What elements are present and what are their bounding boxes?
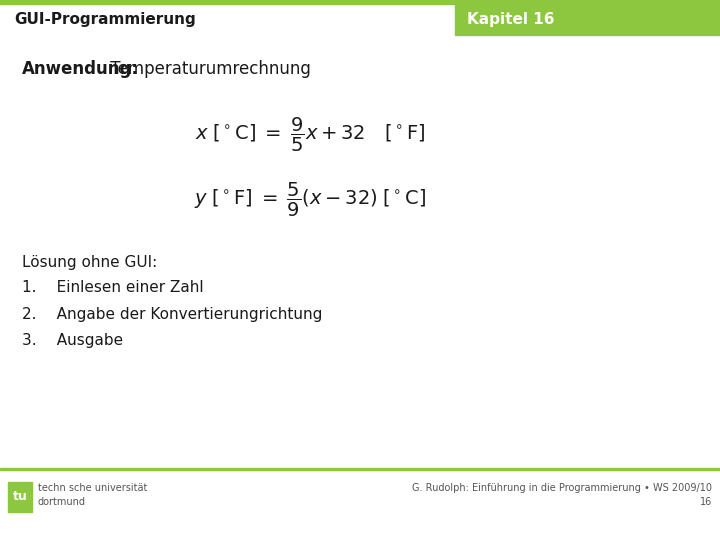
Text: techn sche universität: techn sche universität <box>38 483 148 493</box>
Text: Temperaturumrechnung: Temperaturumrechnung <box>105 60 311 78</box>
Bar <box>8 482 32 512</box>
Text: 3.  Ausgabe: 3. Ausgabe <box>22 333 123 348</box>
Text: GUI-Programmierung: GUI-Programmierung <box>14 12 196 27</box>
Text: G. Rudolph: Einführung in die Programmierung • WS 2009/10: G. Rudolph: Einführung in die Programmie… <box>412 483 712 493</box>
Text: 2.  Angabe der Konvertierungrichtung: 2. Angabe der Konvertierungrichtung <box>22 307 323 321</box>
Bar <box>0 0 720 4</box>
Text: $y\;[{^\circ}\mathrm{F}]\;=\;\dfrac{5}{9}(x-32)\;[{^\circ}\mathrm{C}]$: $y\;[{^\circ}\mathrm{F}]\;=\;\dfrac{5}{9… <box>194 181 426 219</box>
Bar <box>0 4 720 35</box>
Text: dortmund: dortmund <box>38 497 86 507</box>
Text: 16: 16 <box>700 497 712 507</box>
Text: Kapitel 16: Kapitel 16 <box>467 12 554 27</box>
Text: $x\;[{^\circ}\mathrm{C}]\;=\;\dfrac{9}{5}x+32\quad[{^\circ}\mathrm{F}]$: $x\;[{^\circ}\mathrm{C}]\;=\;\dfrac{9}{5… <box>194 116 426 154</box>
Text: Lösung ohne GUI:: Lösung ohne GUI: <box>22 254 157 269</box>
Bar <box>0 468 720 470</box>
Text: 1.  Einlesen einer Zahl: 1. Einlesen einer Zahl <box>22 280 204 295</box>
Bar <box>455 4 720 35</box>
Text: tu: tu <box>13 490 27 503</box>
Text: Anwendung:: Anwendung: <box>22 60 139 78</box>
